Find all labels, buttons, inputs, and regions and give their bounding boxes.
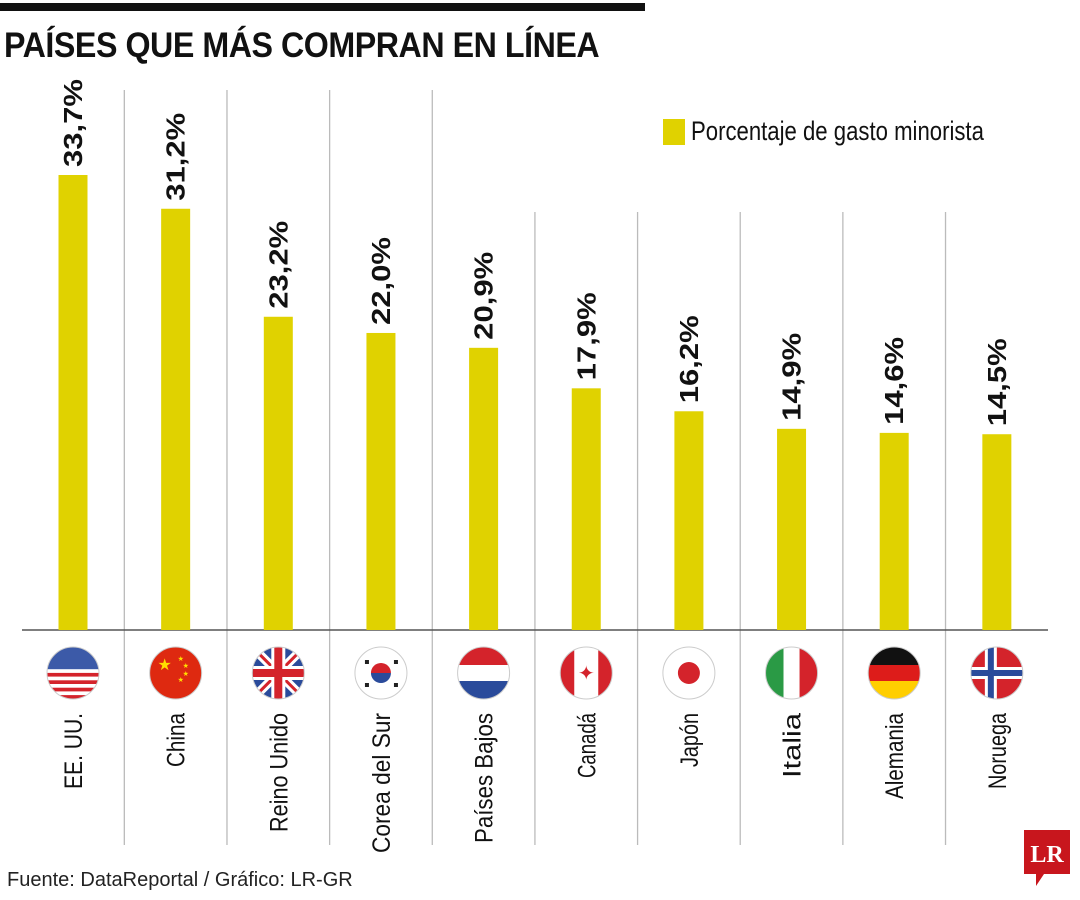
source-note: Fuente: DataReportal / Gráfico: LR-GR (7, 869, 353, 891)
bar (982, 434, 1012, 630)
svg-text:✦: ✦ (578, 663, 595, 685)
bar (571, 388, 601, 630)
data-label: 23,2% (263, 221, 293, 309)
bar (674, 411, 704, 630)
data-label: 14,9% (777, 333, 807, 421)
svg-text:★: ★ (178, 655, 184, 663)
chart-title: PAÍSES QUE MÁS COMPRAN EN LÍNEA (4, 26, 600, 65)
flag-outline (251, 646, 305, 700)
data-label: 31,2% (161, 113, 191, 201)
svg-text:★: ★ (183, 670, 189, 678)
svg-text:★: ★ (178, 676, 184, 684)
category-label: Alemania (881, 713, 909, 799)
category-label: Reino Unido (265, 713, 293, 832)
netherlands-flag-icon (457, 647, 510, 699)
flag-outline (867, 646, 921, 700)
italy-flag-icon (765, 647, 818, 699)
bar (263, 316, 293, 630)
legend: Porcentaje de gasto minorista (663, 116, 1048, 147)
data-label: 16,2% (674, 315, 704, 403)
data-label: 17,9% (571, 292, 601, 380)
flag-outline (765, 646, 819, 700)
flag-outline (457, 646, 511, 700)
bar (777, 428, 807, 630)
title-rule (0, 3, 645, 11)
lr-logo: LR (1024, 830, 1070, 886)
svg-text:LR: LR (1030, 842, 1064, 868)
legend-swatch (663, 118, 685, 145)
category-label: EE. UU. (60, 713, 88, 789)
flag-outline (662, 646, 716, 700)
category-label: Canadá (573, 713, 601, 778)
data-label: 20,9% (469, 252, 499, 340)
category-label: Corea del Sur (368, 713, 396, 853)
data-label: 14,5% (982, 338, 1012, 426)
data-label: 33,7% (58, 79, 88, 167)
flag-outline (970, 646, 1024, 700)
data-label: 22,0% (366, 237, 396, 325)
category-label: China (163, 713, 191, 767)
bar (469, 347, 499, 630)
category-label: Japón (676, 713, 704, 767)
us-flag-icon (47, 647, 99, 699)
south-korea-flag-icon (354, 647, 407, 699)
flag-outline (559, 646, 613, 700)
bar (366, 332, 396, 630)
svg-text:★: ★ (157, 657, 171, 674)
flag-outline (149, 646, 203, 700)
bar (161, 208, 191, 630)
japan-flag-icon (662, 647, 715, 699)
svg-text:★: ★ (183, 662, 189, 670)
flag-outline (46, 646, 100, 700)
bar (58, 175, 88, 630)
category-label: Italia (779, 713, 807, 778)
norway-flag-icon (970, 647, 1023, 699)
uk-flag-icon (252, 647, 305, 699)
germany-flag-icon (868, 647, 921, 699)
category-label: Países Bajos (471, 713, 499, 843)
bar (879, 432, 909, 630)
category-label: Noruega (984, 713, 1012, 789)
flag-outline (354, 646, 408, 700)
data-label: 14,6% (879, 337, 909, 425)
legend-label: Porcentaje de gasto minorista (691, 116, 984, 146)
china-flag-icon: ★ ★★★★ (149, 647, 202, 699)
